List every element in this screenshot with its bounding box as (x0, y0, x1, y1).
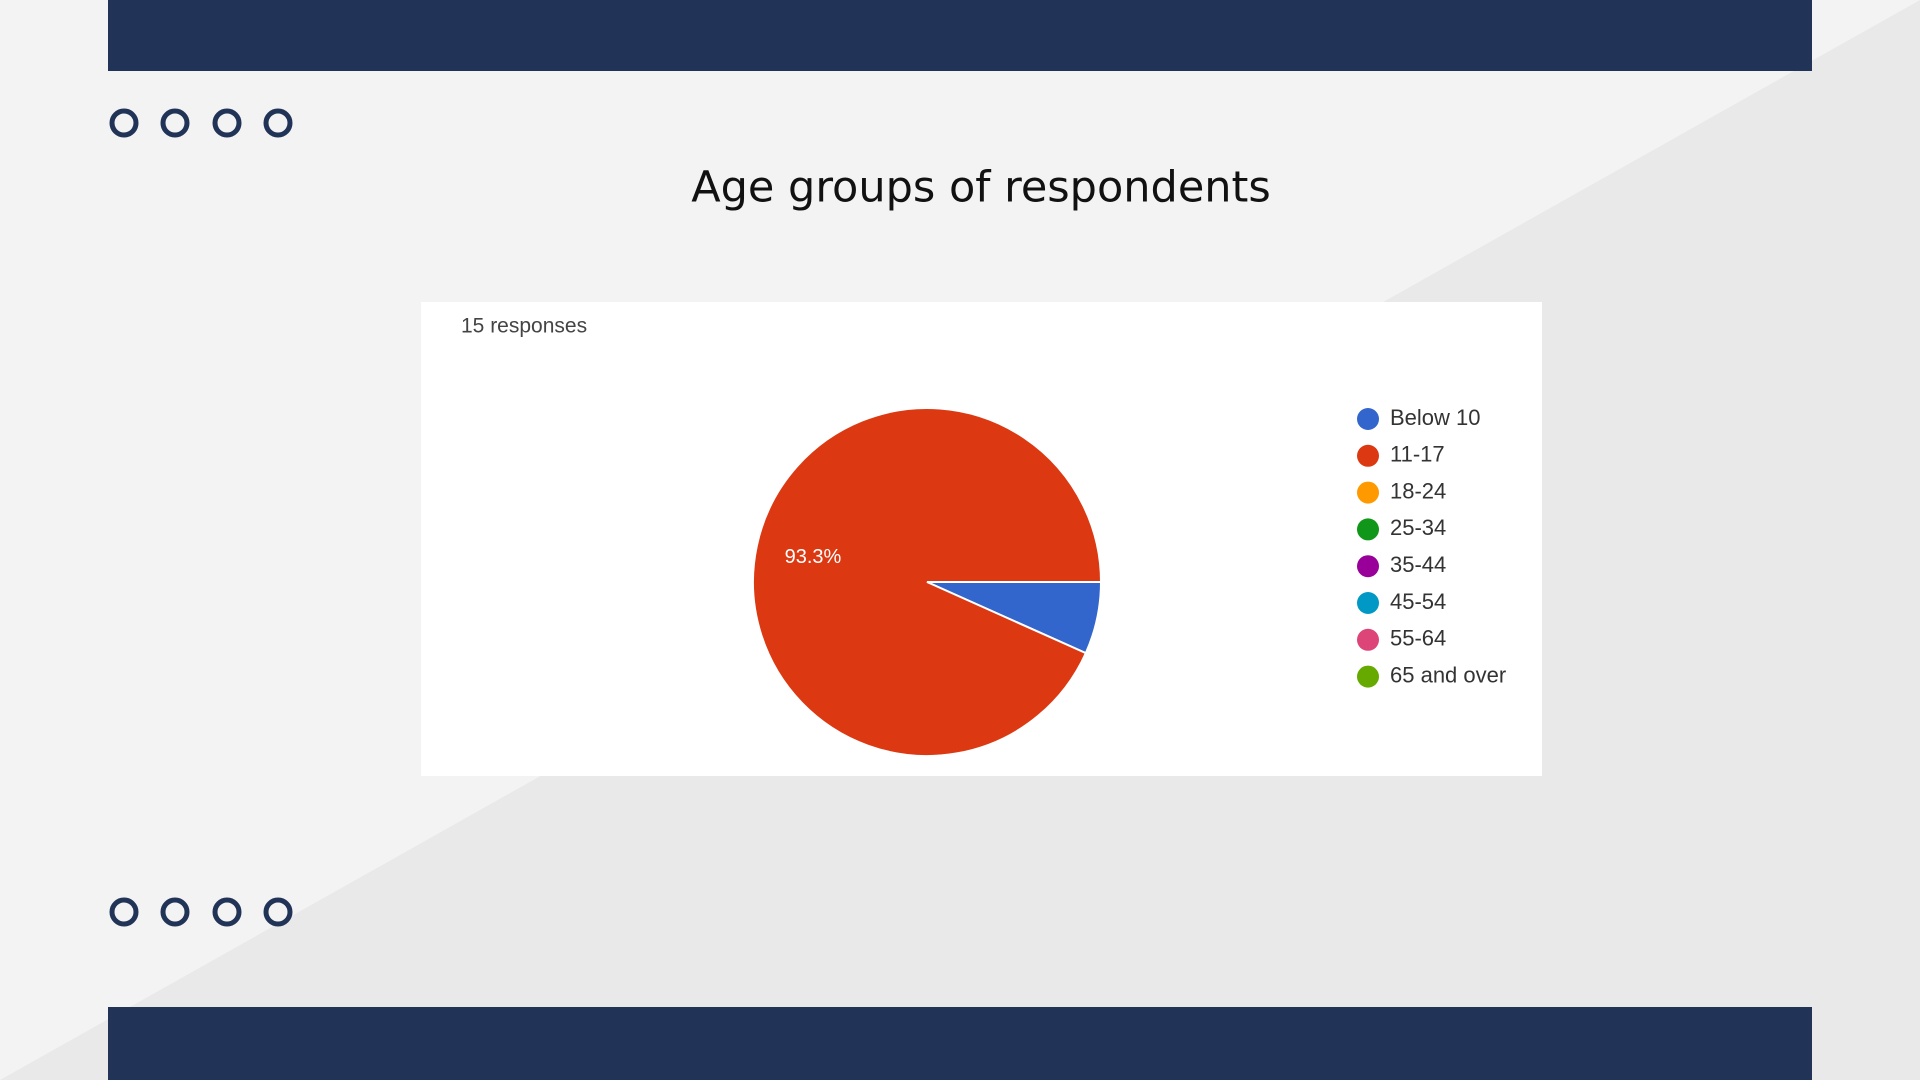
legend-swatch (1357, 518, 1379, 541)
decor-circles-top (109, 108, 293, 138)
legend-swatch (1357, 592, 1379, 614)
decor-circles-bottom (109, 897, 293, 927)
decor-circle (109, 108, 139, 138)
legend-swatch (1357, 481, 1379, 504)
bottom-bar (108, 1007, 1812, 1080)
legend-swatch (1357, 444, 1379, 467)
legend-label: 45-54 (1390, 589, 1446, 614)
decor-circle (212, 897, 242, 927)
chart-subtitle: 15 responses (461, 315, 587, 338)
legend-swatch (1357, 555, 1379, 578)
pie-slice (752, 407, 1103, 757)
legend-label: 55-64 (1390, 626, 1446, 651)
legend-label: 35-44 (1390, 552, 1446, 577)
legend-label: 25-34 (1390, 515, 1446, 540)
decor-circle (263, 897, 293, 927)
chart-title: Age groups of respondents (691, 163, 1271, 213)
legend-label: 11-17 (1390, 442, 1445, 467)
decor-circle (160, 897, 190, 927)
pie: 93.3% (752, 407, 1103, 757)
legend-label: Below 10 (1390, 405, 1481, 430)
legend-swatch (1357, 628, 1379, 651)
legend-label: 18-24 (1390, 478, 1446, 503)
decor-circle (109, 897, 139, 927)
slice-label: 93.3% (785, 546, 842, 568)
decor-circle (263, 108, 293, 138)
legend: Below 10 11-17 18-24 25-34 35-44 45-54 55-64 65… (1357, 405, 1506, 688)
legend-swatch (1357, 665, 1379, 688)
legend-label: 65 and over (1390, 662, 1506, 687)
top-bar (108, 0, 1812, 71)
decor-circle (160, 108, 190, 138)
decor-circle (212, 108, 242, 138)
legend-swatch (1357, 408, 1379, 430)
